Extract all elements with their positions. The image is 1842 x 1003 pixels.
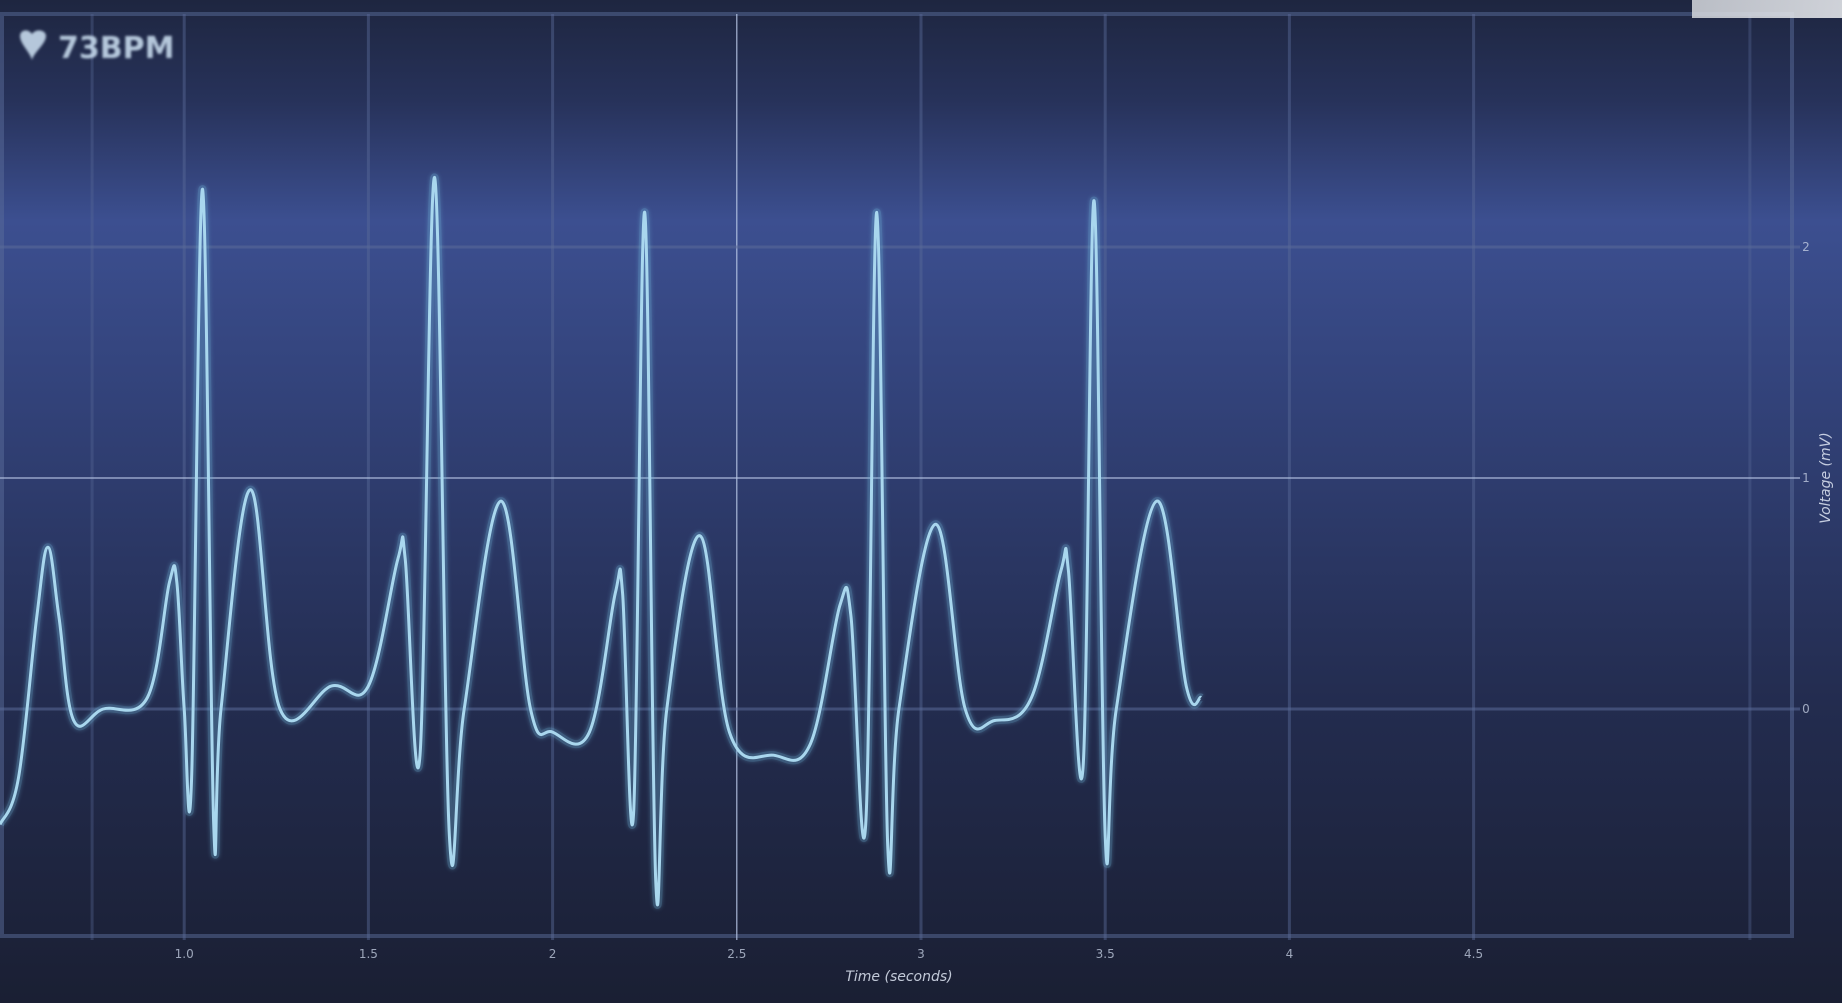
x-tick-label: 4.5: [1464, 947, 1483, 961]
bpm-indicator: 73BPM: [20, 30, 174, 66]
x-tick-label: 4: [1286, 947, 1294, 961]
ecg-trace-line: [0, 176, 1203, 907]
heart-icon: [20, 30, 46, 60]
x-tick-label: 1.5: [359, 947, 378, 961]
x-tick-label: 2.5: [727, 947, 746, 961]
corner-widget: [1692, 0, 1842, 18]
x-tick-labels: 1.0 1.5 2 2.5 3 3.5 4 4.5: [175, 947, 1483, 961]
x-tick-label: 1.0: [175, 947, 194, 961]
x-tick-label: 3.5: [1096, 947, 1115, 961]
plot-area: [0, 12, 1794, 938]
bpm-value: 73BPM: [58, 31, 174, 66]
x-tick-label: 2: [549, 947, 557, 961]
y-tick-labels: 0 1 2: [1802, 240, 1810, 716]
y-tick-label: 2: [1802, 240, 1810, 254]
x-axis-title: Time (seconds): [845, 969, 952, 985]
y-tick-label: 1: [1802, 471, 1810, 485]
x-tick-label: 3: [917, 947, 925, 961]
ecg-trace-group: [0, 173, 1205, 909]
y-axis-title: Voltage (mV): [1818, 432, 1834, 523]
y-tick-label: 0: [1802, 702, 1810, 716]
